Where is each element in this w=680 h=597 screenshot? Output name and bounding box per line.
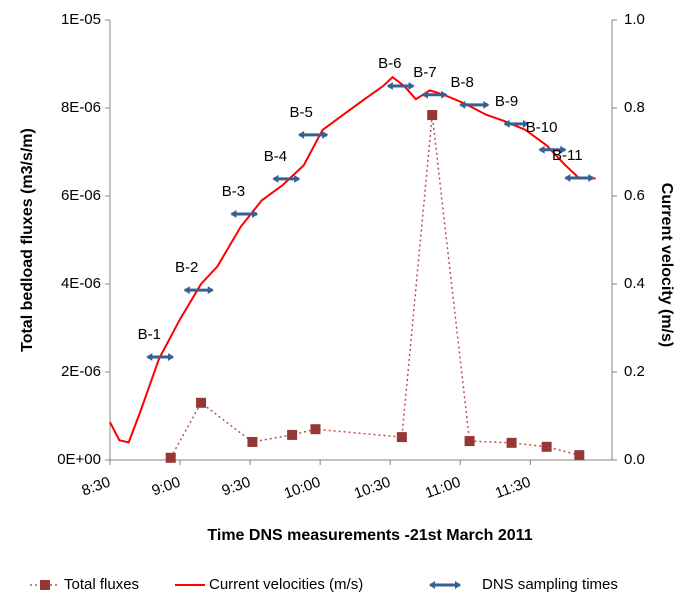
y-axis-title: Total bedload fluxes (m3/s/m) <box>19 128 36 352</box>
x-axis-title: Time DNS measurements -21st March 2011 <box>207 527 532 544</box>
sampling-label: B-1 <box>138 326 161 343</box>
sampling-label: B-7 <box>413 64 436 81</box>
y-tick-label: 4E-06 <box>61 275 101 292</box>
arrow-head <box>588 173 595 182</box>
flux-marker <box>574 450 585 461</box>
y-tick-label: 8E-06 <box>61 99 101 116</box>
arrow-head <box>272 174 279 183</box>
arrow-head <box>230 210 237 219</box>
legend-swatch <box>429 581 435 589</box>
x-tick-label: 11:30 <box>493 474 533 502</box>
arrow-head <box>522 119 529 128</box>
sampling-interval <box>230 210 259 219</box>
arrow-head <box>252 210 259 219</box>
arrow-head <box>207 286 214 295</box>
sampling-interval <box>459 100 490 109</box>
sampling-interval <box>421 90 448 99</box>
x-tick-label: 10:00 <box>282 474 323 503</box>
y-tick-label: 0E+00 <box>57 451 101 468</box>
y-tick-label: 1E-05 <box>61 11 101 28</box>
sampling-label: B-8 <box>451 74 474 91</box>
sampling-label: B-6 <box>378 55 401 72</box>
x-tick-label: 11:00 <box>423 474 463 502</box>
arrow-head <box>322 130 329 139</box>
sampling-label: B-2 <box>175 259 198 276</box>
flux-marker <box>196 397 207 408</box>
sampling-interval <box>564 173 595 182</box>
y2-tick-label: 0.8 <box>624 99 645 116</box>
flux-marker <box>310 424 321 435</box>
arrow-head <box>441 90 448 99</box>
x-tick-label: 8:30 <box>79 474 112 500</box>
x-tick-label: 9:30 <box>220 474 253 500</box>
arrow-head <box>421 90 428 99</box>
flux-marker <box>427 110 438 121</box>
x-tick-label: 9:00 <box>150 474 183 500</box>
legend-label: Total fluxes <box>64 576 139 593</box>
arrow-head <box>183 286 190 295</box>
flux-marker <box>541 441 552 452</box>
sampling-label: B-4 <box>264 148 287 165</box>
sampling-label: B-9 <box>495 93 518 110</box>
y2-axis-title: Current velocity (m/s) <box>658 183 675 347</box>
sampling-interval <box>386 82 415 90</box>
y-tick-label: 2E-06 <box>61 363 101 380</box>
sampling-interval <box>272 174 301 183</box>
sampling-label: B-3 <box>222 183 245 200</box>
y2-tick-label: 1.0 <box>624 11 645 28</box>
x-tick-label: 10:30 <box>352 474 393 503</box>
sampling-label: B-10 <box>526 119 558 136</box>
flux-marker <box>165 452 176 463</box>
sampling-interval <box>538 145 567 154</box>
y-tick-label: 6E-06 <box>61 187 101 204</box>
sampling-label: B-11 <box>552 147 583 164</box>
sampling-interval <box>298 130 329 139</box>
legend-label: Current velocities (m/s) <box>209 576 363 593</box>
legend-label: DNS sampling times <box>482 576 618 593</box>
legend-swatch <box>455 581 461 589</box>
sampling-interval <box>183 286 214 295</box>
arrow-head <box>503 119 510 128</box>
arrow-head <box>483 100 490 109</box>
arrow-head <box>294 174 301 183</box>
y2-tick-label: 0.0 <box>624 451 645 468</box>
arrow-head <box>560 145 567 154</box>
arrow-head <box>298 130 305 139</box>
y2-tick-label: 0.2 <box>624 363 645 380</box>
y2-tick-label: 0.6 <box>624 187 645 204</box>
flux-marker <box>247 436 258 447</box>
flux-marker <box>506 437 517 448</box>
sampling-label: B-5 <box>289 104 312 121</box>
sampling-interval <box>146 353 175 362</box>
arrow-head <box>459 100 466 109</box>
sampling-interval <box>503 119 529 128</box>
flux-marker <box>287 429 298 440</box>
arrow-head <box>168 353 175 362</box>
arrow-head <box>386 82 393 90</box>
arrow-head <box>564 173 571 182</box>
flux-line <box>170 114 580 459</box>
y2-tick-label: 0.4 <box>624 275 645 292</box>
arrow-head <box>146 353 153 362</box>
legend-swatch <box>40 580 50 590</box>
arrow-head <box>408 82 415 90</box>
flux-marker <box>464 436 475 447</box>
arrow-head <box>538 145 545 154</box>
flux-marker <box>396 432 407 443</box>
